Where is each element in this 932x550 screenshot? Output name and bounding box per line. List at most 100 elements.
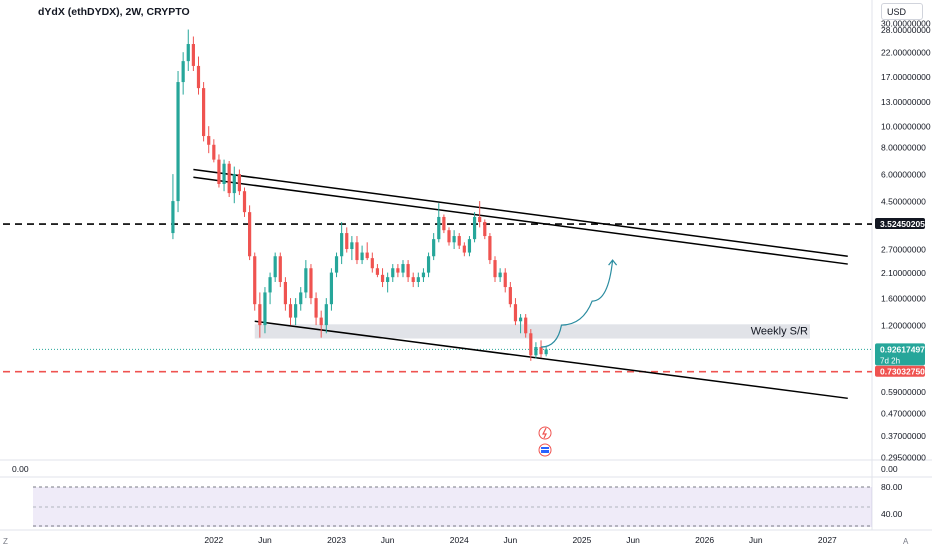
candle-body xyxy=(227,163,231,194)
osc-tick-label: 80.00 xyxy=(881,482,903,492)
y-tick-label: 0.47000000 xyxy=(881,409,926,419)
candle-body xyxy=(355,242,359,261)
candle-body xyxy=(319,317,323,326)
trendline xyxy=(193,168,848,257)
y-tick-label: 2.10000000 xyxy=(881,268,926,278)
trendline xyxy=(254,320,848,400)
x-tick-label: Jun xyxy=(749,535,763,545)
candle-body xyxy=(258,304,262,326)
candle-body xyxy=(217,159,221,184)
candle-body xyxy=(472,216,477,240)
x-tick-label: 2024 xyxy=(450,535,469,545)
candle-body xyxy=(518,317,523,322)
currency-selector[interactable]: USD xyxy=(881,3,923,20)
x-tick-label: Jun xyxy=(626,535,640,545)
y-tick-label: 1.20000000 xyxy=(881,321,926,331)
x-tick-label: 2022 xyxy=(204,535,223,545)
candle-body xyxy=(498,272,502,278)
oscillator-pane: 0.00 0.00 80.00 40.00 xyxy=(12,464,903,527)
countdown-label: 7d 2h xyxy=(880,356,900,365)
candle-body xyxy=(365,252,369,259)
candle-body xyxy=(345,233,349,250)
x-tick-label: Jun xyxy=(381,535,395,545)
candle-body xyxy=(304,268,308,293)
candle-body xyxy=(278,256,282,282)
candle-body xyxy=(329,272,334,305)
candle-body xyxy=(253,256,257,305)
trendlines xyxy=(193,168,848,400)
candle-body xyxy=(401,264,405,273)
candle-body xyxy=(513,304,518,322)
candle-body xyxy=(334,256,339,273)
candle-body xyxy=(396,268,400,273)
candle-body xyxy=(340,233,344,257)
candle-body xyxy=(483,222,487,237)
x-tick-label: 2027 xyxy=(818,535,837,545)
y-tick-label: 30.00000000 xyxy=(881,19,931,29)
y-tick-label: 2.70000000 xyxy=(881,245,926,255)
candle-body xyxy=(222,163,226,184)
candle-body xyxy=(232,174,236,194)
oscillator-band xyxy=(33,487,872,527)
candle-body xyxy=(539,347,543,355)
candle-body xyxy=(202,88,206,137)
candle-body xyxy=(288,304,293,318)
flag-icon xyxy=(541,449,550,450)
chart-title: dYdX (ethDYDX), 2W, CRYPTO xyxy=(38,6,190,18)
price-label: 0.73032750 xyxy=(880,367,925,377)
candle-body xyxy=(196,65,201,89)
grid xyxy=(0,0,932,531)
projection-path xyxy=(541,260,614,348)
candle-body xyxy=(314,298,318,318)
candle-body xyxy=(171,201,175,234)
y-tick-label: 17.00000000 xyxy=(881,72,931,82)
candle-body xyxy=(324,304,328,326)
candle-body xyxy=(411,277,415,282)
candle-body xyxy=(212,144,216,160)
price-label-bg xyxy=(875,365,925,377)
candle-body xyxy=(416,277,420,282)
candle-body xyxy=(283,281,288,305)
y-tick-label: 0.37000000 xyxy=(881,431,926,441)
candle-body xyxy=(176,82,180,202)
candle-body xyxy=(360,252,364,261)
zone-label: Weekly S/R xyxy=(751,326,808,338)
candle-body xyxy=(534,347,538,356)
indicator-value-left: 0.00 xyxy=(12,464,29,474)
candle-body xyxy=(478,216,482,223)
candle-body xyxy=(268,277,272,293)
price-label: 0.92617497 xyxy=(880,344,925,354)
candle-body xyxy=(181,61,185,83)
y-tick-label: 4.50000000 xyxy=(881,197,926,207)
zoom-right-button[interactable]: A xyxy=(903,537,909,546)
support-resistance-zone: Weekly S/R xyxy=(254,324,810,339)
candle-body xyxy=(391,268,395,278)
candle-body xyxy=(248,212,252,257)
candle-body xyxy=(191,44,195,66)
candle-body xyxy=(432,239,436,257)
x-tick-label: Jun xyxy=(258,535,272,545)
projection-arrowhead xyxy=(608,259,618,266)
y-tick-label: 1.60000000 xyxy=(881,294,926,304)
osc-tick-label: 40.00 xyxy=(881,509,903,519)
candle-body xyxy=(421,272,426,278)
x-tick-label: 2026 xyxy=(695,535,714,545)
candle-body xyxy=(350,242,354,250)
candle-body xyxy=(544,349,548,355)
candle-body xyxy=(406,264,410,278)
zoom-left-button[interactable]: Z xyxy=(3,537,8,546)
y-tick-label: 6.00000000 xyxy=(881,170,926,180)
candle-body xyxy=(524,317,528,334)
candle-body xyxy=(426,256,431,273)
candle-body xyxy=(447,230,451,243)
candle-body xyxy=(529,333,533,356)
y-tick-label: 10.00000000 xyxy=(881,122,931,132)
candle-body xyxy=(237,174,241,192)
candles xyxy=(171,29,548,361)
candle-body xyxy=(380,274,385,282)
horizontal-levels xyxy=(3,223,872,373)
lightning-icon xyxy=(538,426,552,440)
candle-body xyxy=(462,245,466,253)
